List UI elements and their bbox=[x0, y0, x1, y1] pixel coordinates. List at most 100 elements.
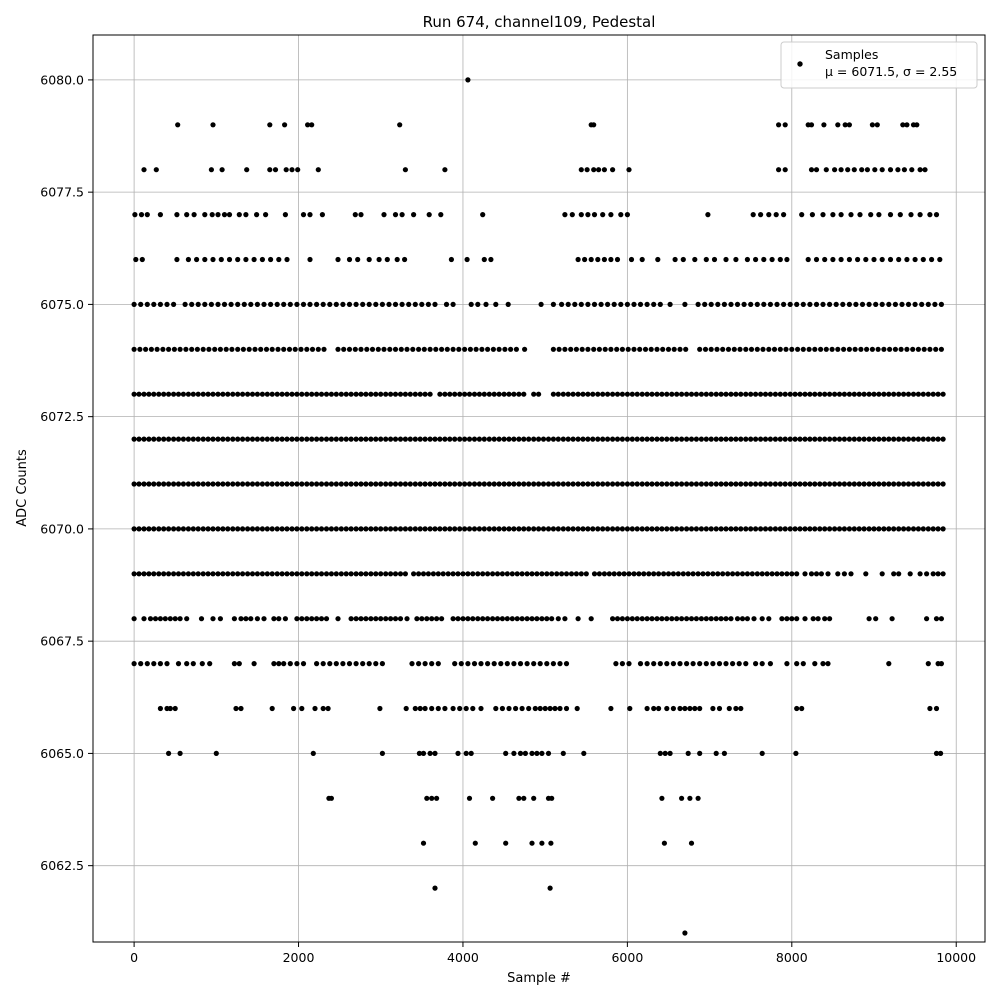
data-point bbox=[438, 212, 444, 218]
data-point bbox=[392, 346, 399, 352]
data-point bbox=[823, 346, 829, 352]
data-point bbox=[741, 301, 747, 307]
data-point bbox=[782, 391, 788, 397]
data-point bbox=[743, 481, 749, 487]
data-point bbox=[476, 391, 482, 397]
data-point bbox=[536, 391, 542, 397]
data-point bbox=[861, 391, 867, 397]
data-point bbox=[478, 705, 484, 712]
legend-label-series: Samples bbox=[825, 47, 878, 62]
data-point bbox=[529, 750, 535, 757]
data-point bbox=[697, 750, 703, 757]
data-point bbox=[915, 391, 922, 397]
data-point bbox=[397, 436, 404, 442]
data-point bbox=[455, 750, 461, 757]
data-point bbox=[447, 436, 453, 442]
data-point bbox=[779, 571, 785, 577]
data-point bbox=[838, 256, 844, 263]
data-point bbox=[905, 481, 912, 487]
data-point bbox=[762, 526, 769, 532]
data-point bbox=[539, 616, 545, 622]
data-point bbox=[574, 705, 580, 712]
data-point bbox=[748, 346, 755, 352]
data-point bbox=[629, 391, 635, 397]
data-point bbox=[381, 212, 387, 218]
data-point bbox=[822, 616, 828, 622]
data-point bbox=[792, 391, 798, 397]
data-point bbox=[346, 256, 353, 263]
data-point bbox=[682, 705, 688, 712]
data-point bbox=[448, 256, 454, 263]
data-point bbox=[151, 436, 157, 442]
data-point bbox=[813, 167, 820, 173]
data-point bbox=[767, 391, 774, 397]
data-point bbox=[131, 346, 137, 352]
data-point bbox=[294, 571, 300, 577]
data-point bbox=[328, 526, 334, 532]
data-point bbox=[435, 571, 441, 577]
data-point bbox=[254, 571, 260, 577]
data-point bbox=[180, 391, 186, 397]
data-point bbox=[721, 750, 728, 757]
data-point bbox=[679, 436, 685, 442]
data-point bbox=[157, 301, 163, 307]
data-point bbox=[940, 391, 946, 397]
data-point bbox=[933, 212, 940, 218]
data-point bbox=[148, 346, 154, 352]
data-point bbox=[166, 436, 172, 442]
data-point bbox=[881, 526, 887, 532]
data-point bbox=[180, 526, 186, 532]
data-point bbox=[491, 481, 497, 487]
data-point bbox=[682, 301, 688, 307]
data-point bbox=[753, 436, 759, 442]
data-point bbox=[733, 256, 739, 263]
data-point bbox=[195, 571, 201, 577]
data-point bbox=[772, 391, 779, 397]
data-point bbox=[842, 122, 848, 128]
data-point bbox=[259, 391, 265, 397]
data-point bbox=[614, 436, 621, 442]
data-point bbox=[644, 705, 650, 712]
data-point bbox=[657, 661, 663, 667]
data-point bbox=[411, 571, 417, 577]
data-point bbox=[195, 526, 201, 532]
data-point bbox=[548, 840, 554, 846]
data-point bbox=[759, 571, 765, 577]
data-point bbox=[619, 481, 626, 487]
data-point bbox=[289, 526, 295, 532]
data-point bbox=[713, 616, 719, 622]
data-point bbox=[447, 526, 453, 532]
data-point bbox=[343, 571, 349, 577]
data-point bbox=[580, 391, 586, 397]
data-point bbox=[910, 481, 917, 487]
data-point bbox=[180, 481, 186, 487]
data-point bbox=[938, 661, 945, 667]
data-point bbox=[856, 436, 862, 442]
data-point bbox=[601, 167, 608, 173]
data-point bbox=[802, 571, 808, 577]
data-point bbox=[851, 481, 857, 487]
data-point bbox=[231, 616, 237, 622]
data-point bbox=[174, 212, 180, 218]
data-point bbox=[509, 616, 515, 622]
data-point bbox=[314, 391, 320, 397]
data-point bbox=[328, 571, 334, 577]
data-point bbox=[368, 616, 374, 622]
data-point bbox=[397, 481, 404, 487]
data-point bbox=[131, 301, 137, 307]
data-point bbox=[619, 616, 626, 622]
data-point bbox=[644, 391, 650, 397]
data-point bbox=[557, 705, 563, 712]
data-point bbox=[789, 346, 795, 352]
data-point bbox=[881, 391, 887, 397]
data-point bbox=[624, 436, 631, 442]
data-point bbox=[432, 481, 438, 487]
data-point bbox=[392, 301, 399, 307]
data-point bbox=[230, 391, 236, 397]
data-point bbox=[708, 301, 714, 307]
data-point bbox=[738, 391, 744, 397]
data-point bbox=[859, 301, 866, 307]
data-point bbox=[363, 571, 369, 577]
data-point bbox=[608, 705, 614, 712]
